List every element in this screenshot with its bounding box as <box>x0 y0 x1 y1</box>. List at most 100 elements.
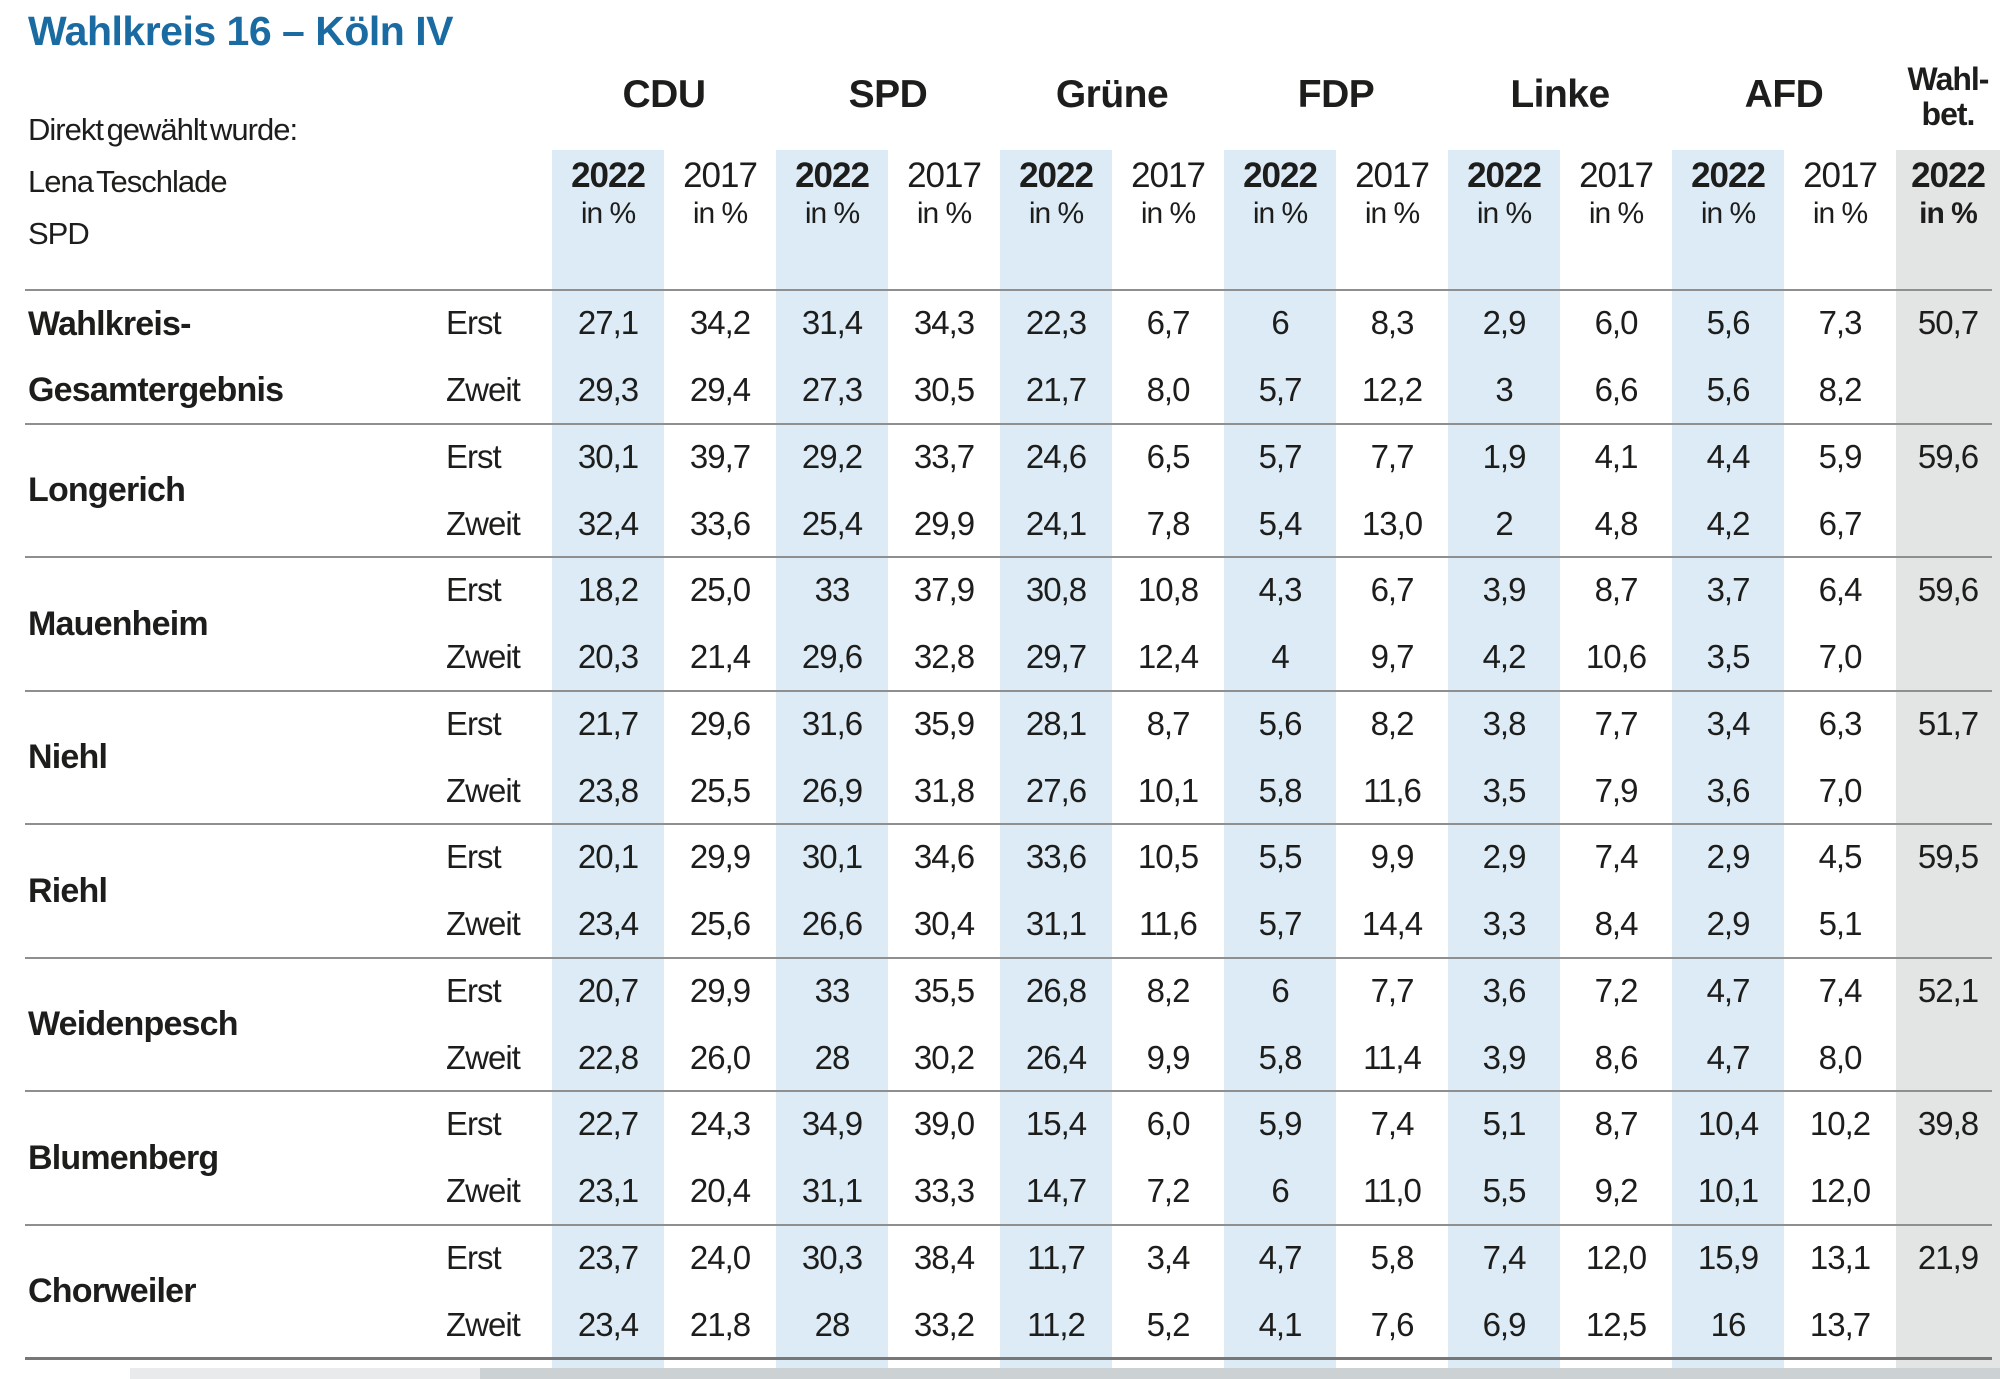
turnout-value-cell: 51,7 <box>1917 704 1979 742</box>
value-cell: 8,6 <box>1594 1038 1639 1076</box>
value-cell: 4 <box>1271 638 1289 676</box>
value-cell: 10,6 <box>1585 638 1647 676</box>
value-cell: 22,8 <box>577 1038 639 1076</box>
value-cell: 29,7 <box>1025 638 1087 676</box>
value-cell: 8,0 <box>1818 1038 1863 1076</box>
highlight-stripe-2022 <box>1672 150 1784 1379</box>
party-header-linke: Linke <box>1510 73 1610 116</box>
value-cell: 34,2 <box>689 304 751 342</box>
year-header-2017: 2017 in % <box>1336 156 1448 232</box>
year-header-2017: 2017 in % <box>888 156 1000 232</box>
value-cell: 30,1 <box>801 838 863 876</box>
district-label-line: Blumenberg <box>28 1138 219 1177</box>
row-divider <box>25 289 1992 291</box>
value-cell: 7,6 <box>1370 1305 1415 1343</box>
value-cell: 28 <box>814 1038 851 1076</box>
value-cell: 11,2 <box>1027 1305 1086 1343</box>
value-cell: 21,7 <box>577 704 639 742</box>
value-cell: 5,1 <box>1818 905 1863 943</box>
vote-row-erst: Erst 22,7 24,3 34,9 39,0 15,4 6,0 5,9 7,4 5,1 8,7 1… <box>0 1091 2000 1158</box>
value-cell: 9,9 <box>1370 838 1415 876</box>
value-cell: 8,0 <box>1146 371 1191 409</box>
value-cell: 35,9 <box>913 704 975 742</box>
vote-row-erst: Erst 23,7 24,0 30,3 38,4 11,7 3,4 4,7 5,8 7,4 12,0… <box>0 1225 2000 1292</box>
value-cell: 39,0 <box>913 1105 975 1143</box>
value-cell: 3,9 <box>1482 1038 1527 1076</box>
table-row-group: Chorweiler Erst 23,7 24,0 30,3 38,4 11,7 3,4 4,7… <box>0 1225 2000 1359</box>
vote-row-zweit: Zweit 29,3 29,4 27,3 30,5 21,7 8,0 5,7 12,2 3 6,6 5… <box>0 357 2000 424</box>
value-cell: 7,2 <box>1594 971 1639 1009</box>
value-cell: 31,1 <box>801 1172 863 1210</box>
value-cell: 6,5 <box>1146 437 1191 475</box>
vote-type-label: Zweit <box>446 905 521 943</box>
vote-type-label: Erst <box>446 1105 502 1143</box>
year-label: 2022 <box>1911 156 1986 195</box>
value-cell: 3,9 <box>1482 571 1527 609</box>
value-cell: 26,9 <box>801 771 863 809</box>
value-cell: 24,3 <box>689 1105 751 1143</box>
value-cell: 5,8 <box>1258 1038 1303 1076</box>
value-cell: 27,3 <box>801 371 863 409</box>
page-title: Wahlkreis 16 – Köln IV <box>28 8 453 54</box>
value-cell: 22,3 <box>1025 304 1087 342</box>
direct-winner-line: Direkt gewählt wurde: <box>28 112 298 147</box>
value-cell: 7,2 <box>1146 1172 1191 1210</box>
year-header-2017: 2017 in % <box>1560 156 1672 232</box>
value-cell: 30,4 <box>913 905 975 943</box>
value-cell: 2,9 <box>1706 838 1751 876</box>
value-cell: 9,7 <box>1370 638 1415 676</box>
value-cell: 8,7 <box>1594 571 1639 609</box>
value-cell: 5,9 <box>1258 1105 1303 1143</box>
direct-winner-name: Lena Teschlade <box>28 164 228 199</box>
turnout-header-line: Wahl- <box>1907 61 1990 97</box>
value-cell: 10,1 <box>1137 771 1199 809</box>
vote-row-erst: Erst 20,7 29,9 33 35,5 26,8 8,2 6 7,7 3,6 7,2 4,7 7,… <box>0 958 2000 1025</box>
value-cell: 4,3 <box>1258 571 1303 609</box>
vote-row-erst: Erst 20,1 29,9 30,1 34,6 33,6 10,5 5,5 9,9 2,9 7,4… <box>0 824 2000 891</box>
district-label: Riehl <box>28 824 108 958</box>
value-cell: 6 <box>1271 304 1289 342</box>
value-cell: 12,2 <box>1361 371 1423 409</box>
turnout-value-cell: 59,6 <box>1917 571 1979 609</box>
value-cell: 7,7 <box>1370 971 1415 1009</box>
value-cell: 30,5 <box>913 371 975 409</box>
value-cell: 3,6 <box>1482 971 1527 1009</box>
value-cell: 13,1 <box>1809 1238 1871 1276</box>
value-cell: 26,4 <box>1025 1038 1087 1076</box>
highlight-stripe-2022 <box>776 150 888 1379</box>
unit-label: in % <box>1140 197 1196 230</box>
value-cell: 6,7 <box>1146 304 1191 342</box>
value-cell: 29,6 <box>689 704 751 742</box>
value-cell: 11,7 <box>1027 1238 1086 1276</box>
year-label: 2022 <box>571 156 646 195</box>
value-cell: 6,7 <box>1370 571 1415 609</box>
value-cell: 3,5 <box>1706 638 1751 676</box>
unit-label: in % <box>692 197 748 230</box>
district-label: Wahlkreis- Gesamtergebnis <box>28 290 284 424</box>
value-cell: 6 <box>1271 971 1289 1009</box>
vote-row-zweit: Zweit 23,4 25,6 26,6 30,4 31,1 11,6 5,7 14,4 3,3 8… <box>0 891 2000 958</box>
year-header-2022: 2022 in % <box>1672 156 1784 232</box>
value-cell: 5,1 <box>1482 1105 1527 1143</box>
unit-label: in % <box>1252 197 1308 230</box>
turnout-value-cell: 39,8 <box>1917 1105 1979 1143</box>
unit-label: in % <box>804 197 860 230</box>
row-divider <box>25 690 1992 692</box>
year-header-2017: 2017 in % <box>1112 156 1224 232</box>
value-cell: 3,4 <box>1706 704 1751 742</box>
value-cell: 12,5 <box>1585 1305 1647 1343</box>
value-cell: 11,4 <box>1363 1038 1422 1076</box>
unit-label: in % <box>1476 197 1532 230</box>
value-cell: 5,7 <box>1258 905 1303 943</box>
value-cell: 30,2 <box>913 1038 975 1076</box>
year-label: 2022 <box>1019 156 1094 195</box>
value-cell: 29,3 <box>577 371 639 409</box>
value-cell: 5,6 <box>1258 704 1303 742</box>
turnout-value-cell: 59,5 <box>1917 838 1979 876</box>
value-cell: 10,8 <box>1137 571 1199 609</box>
year-label: 2017 <box>1131 156 1206 195</box>
district-label: Longerich <box>28 424 186 558</box>
vote-row-erst: Erst 27,1 34,2 31,4 34,3 22,3 6,7 6 8,3 2,9 6,0 5,6… <box>0 290 2000 357</box>
value-cell: 11,6 <box>1139 905 1198 943</box>
year-header-2017: 2017 in % <box>664 156 776 232</box>
